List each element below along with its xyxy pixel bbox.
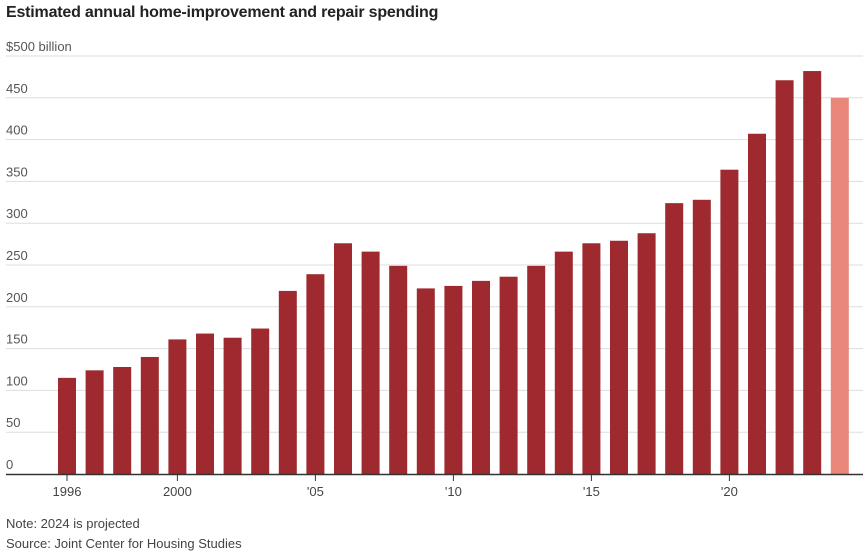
bar bbox=[803, 71, 822, 474]
y-tick-label: 250 bbox=[6, 248, 28, 263]
bar bbox=[251, 328, 270, 474]
bar bbox=[527, 265, 546, 474]
bar bbox=[610, 240, 628, 474]
x-tick-label: '20 bbox=[721, 484, 738, 499]
chart-source: Source: Joint Center for Housing Studies bbox=[6, 536, 242, 551]
bar-projected bbox=[830, 97, 849, 475]
bar bbox=[444, 285, 463, 474]
bar bbox=[665, 203, 684, 475]
bar bbox=[334, 243, 352, 474]
bar bbox=[361, 251, 380, 474]
y-tick-label: 300 bbox=[6, 206, 28, 221]
bar bbox=[389, 265, 408, 474]
y-tick-label: 100 bbox=[6, 373, 28, 388]
bar bbox=[168, 339, 187, 474]
bar bbox=[748, 133, 766, 475]
y-tick-label: 450 bbox=[6, 81, 28, 96]
bar bbox=[278, 290, 297, 474]
bar bbox=[416, 288, 435, 474]
chart-note: Note: 2024 is projected bbox=[6, 516, 140, 531]
bar bbox=[582, 243, 601, 474]
bar bbox=[720, 169, 739, 475]
bar bbox=[140, 356, 159, 474]
bar bbox=[58, 377, 76, 474]
chart-title: Estimated annual home-improvement and re… bbox=[6, 4, 439, 21]
x-tick-label: '10 bbox=[445, 484, 462, 499]
bar bbox=[223, 337, 242, 474]
bar bbox=[554, 251, 573, 474]
bar bbox=[692, 199, 711, 475]
bar bbox=[113, 366, 132, 474]
x-tick-label: '05 bbox=[307, 484, 324, 499]
bar bbox=[85, 370, 104, 474]
bar bbox=[472, 280, 490, 474]
bar bbox=[196, 333, 214, 474]
y-tick-label: 400 bbox=[6, 123, 28, 138]
bar bbox=[306, 274, 325, 474]
y-tick-label: 0 bbox=[6, 457, 13, 472]
x-tick-label: 1996 bbox=[53, 484, 82, 499]
x-tick-label: 2000 bbox=[163, 484, 192, 499]
bar bbox=[775, 80, 794, 474]
y-tick-label: 350 bbox=[6, 164, 28, 179]
y-tick-label: $500 billion bbox=[6, 39, 72, 54]
x-tick-label: '15 bbox=[583, 484, 600, 499]
y-tick-label: 150 bbox=[6, 332, 28, 347]
y-tick-label: 50 bbox=[6, 415, 20, 430]
bar-chart: 0 50 100 150 200 250 300 350 400 450 $500 billion 1… bbox=[6, 39, 863, 499]
bar bbox=[637, 233, 656, 474]
bar bbox=[499, 276, 518, 474]
y-tick-label: 200 bbox=[6, 290, 28, 305]
